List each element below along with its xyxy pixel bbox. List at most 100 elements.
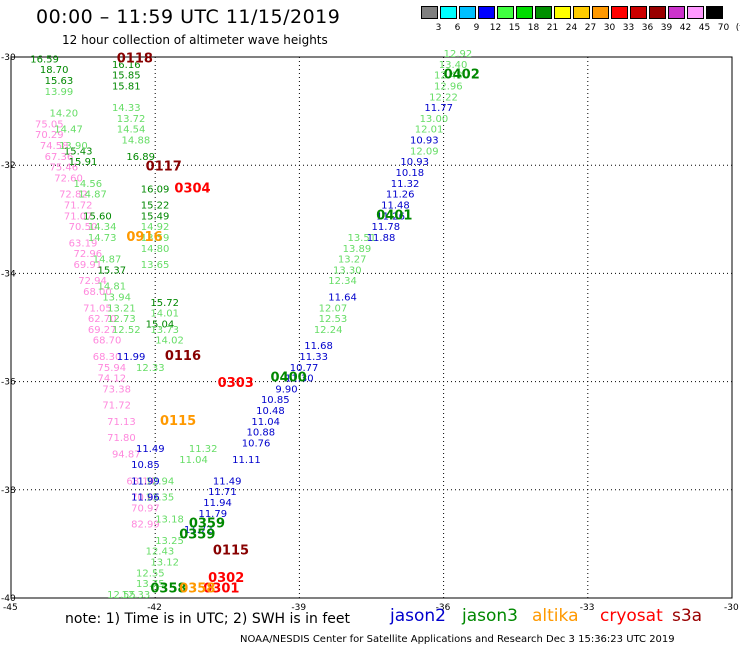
lon-tick-label: -42 <box>147 603 162 613</box>
color-scale-label: 9 <box>473 23 480 33</box>
wave-height-label: 11.96 <box>131 493 160 504</box>
wave-height-label: 16.89 <box>126 152 155 163</box>
wave-height-label: 13.73 <box>150 325 179 336</box>
wave-height-label: 14.02 <box>155 336 184 347</box>
color-swatch <box>668 6 685 19</box>
wave-height-label: 70.29 <box>35 130 64 141</box>
wave-height-label: 10.18 <box>396 168 425 179</box>
color-scale-label: 45 <box>698 23 711 33</box>
color-scale-label: 70 <box>717 23 730 33</box>
wave-height-label: 10.93 <box>410 136 439 147</box>
wave-height-label: 12.22 <box>429 92 458 103</box>
wave-height-label: 15.22 <box>141 200 170 211</box>
color-scale-label: 42 <box>679 23 692 33</box>
color-scale-label: 30 <box>603 23 616 33</box>
wave-height-label: 12.07 <box>319 303 348 314</box>
wave-height-label: 15.81 <box>112 81 141 92</box>
color-swatch <box>554 6 571 19</box>
wave-height-label: 75.94 <box>98 363 127 374</box>
pass-time-label: 0118 <box>117 51 153 66</box>
color-swatch <box>440 6 457 19</box>
lat-tick-label: -40 <box>1 594 16 604</box>
lon-tick-label: -30 <box>724 603 739 613</box>
map-subtitle: 12 hour collection of altimeter wave hei… <box>62 33 328 47</box>
pass-time-label: 0358 <box>150 582 186 597</box>
wave-height-label: 14.56 <box>73 179 102 190</box>
wave-height-label: 10.76 <box>242 439 271 450</box>
wave-height-label: 11.99 <box>131 476 160 487</box>
wave-height-label: 14.88 <box>122 136 151 147</box>
wave-height-label: 73.38 <box>102 384 131 395</box>
wave-height-label: 12.55 <box>107 590 136 601</box>
pass-time-label: 0115 <box>160 414 196 429</box>
wave-height-label: 11.77 <box>424 103 453 114</box>
wave-height-label: 10.48 <box>256 406 285 417</box>
pass-time-label: 0401 <box>376 208 412 223</box>
wave-height-label: 13.94 <box>102 292 131 303</box>
wave-height-label: 12.24 <box>314 325 343 336</box>
wave-height-label: 69.27 <box>88 325 117 336</box>
wave-height-label: 18.70 <box>40 65 69 76</box>
wave-height-label: 11.78 <box>372 222 401 233</box>
wave-height-label: 13.59 <box>141 233 170 244</box>
wave-height-label: 71.05 <box>83 303 112 314</box>
wave-height-label: 15.43 <box>64 146 93 157</box>
wave-height-label: 11.33 <box>299 352 328 363</box>
wave-height-label: 14.73 <box>88 233 117 244</box>
wave-height-label: 10.85 <box>261 395 290 406</box>
wave-height-label: 11.32 <box>391 179 420 190</box>
color-swatch <box>649 6 666 19</box>
color-scale-label: 18 <box>527 23 540 33</box>
wave-height-label: 9.90 <box>275 384 297 395</box>
wave-height-label: 11.71 <box>208 487 237 498</box>
wave-height-label: 71.72 <box>102 401 131 412</box>
wave-height-label: 11.88 <box>367 233 396 244</box>
color-swatch <box>630 6 647 19</box>
wave-height-label: 12.43 <box>146 547 175 558</box>
wave-height-label: 67.36 <box>45 152 74 163</box>
wave-height-label: 10.88 <box>247 428 276 439</box>
wave-height-label: 13.89 <box>343 244 372 255</box>
color-swatch <box>535 6 552 19</box>
wave-height-label: 14.87 <box>93 255 122 266</box>
wave-height-label: 12.34 <box>328 276 357 287</box>
wave-height-label: 94.87 <box>112 449 141 460</box>
color-swatch <box>706 6 723 19</box>
pass-time-label: 0115 <box>213 544 249 559</box>
wave-height-label: 12.96 <box>434 81 463 92</box>
color-swatch <box>459 6 476 19</box>
wave-height-label: 12.48 <box>434 71 463 82</box>
pass-time-label: 0116 <box>165 349 201 364</box>
wave-height-label: 71.07 <box>64 211 93 222</box>
color-scale-label: 12 <box>489 23 502 33</box>
satellite-legend-jason3: jason3 <box>462 606 518 626</box>
lon-tick-label: -39 <box>291 603 306 613</box>
wave-height-label: 13.00 <box>420 114 449 125</box>
wave-height-label: 13.90 <box>59 141 88 152</box>
wave-height-label: 11.30 <box>285 374 314 385</box>
map-frame <box>10 56 733 599</box>
color-swatch <box>687 6 704 19</box>
wave-height-label: 13.12 <box>150 558 179 569</box>
wave-height-label: 13.25 <box>155 536 184 547</box>
wave-height-label: 72.60 <box>54 173 83 184</box>
lon-tick-label: -36 <box>436 603 451 613</box>
wave-height-label: 14.34 <box>88 222 117 233</box>
wave-height-label: 13.75 <box>136 579 165 590</box>
pass-time-label: 0400 <box>271 371 307 386</box>
wave-height-label: 12.73 <box>107 314 136 325</box>
wave-height-label: 12.33 <box>122 590 151 601</box>
color-scale-label: 24 <box>565 23 578 33</box>
lat-tick-label: -30 <box>1 53 16 63</box>
wave-height-label: 15.60 <box>83 211 112 222</box>
wave-height-label: 11.48 <box>381 200 410 211</box>
color-scale-label: 36 <box>641 23 654 33</box>
wave-height-label: 12.94 <box>146 476 175 487</box>
wave-height-label: 14.92 <box>141 222 170 233</box>
map-title: 00:00 – 11:59 UTC 11/15/2019 <box>36 6 341 28</box>
wave-height-label: 13.65 <box>141 260 170 271</box>
wave-height-label: 68.70 <box>93 336 122 347</box>
wave-height-label: 11.49 <box>136 444 165 455</box>
lon-tick-label: -33 <box>580 603 595 613</box>
